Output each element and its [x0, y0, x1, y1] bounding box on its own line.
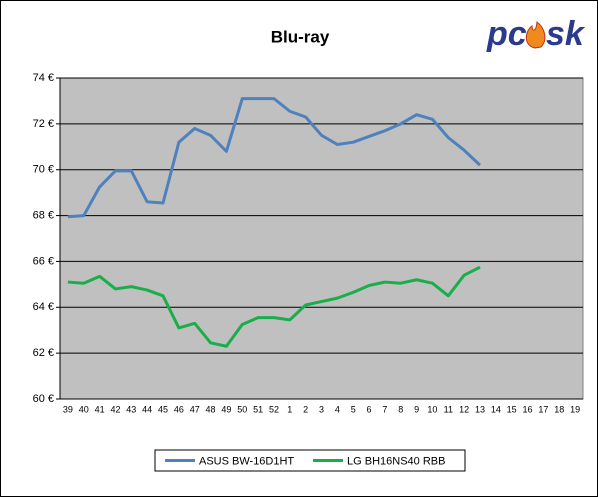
x-tick-label: 40 — [79, 404, 89, 414]
x-tick-label: 45 — [158, 404, 168, 414]
y-tick-label: 74 € — [33, 72, 54, 84]
y-tick-label: 60 € — [33, 393, 54, 405]
chart-title: Blu-ray — [271, 27, 330, 46]
x-tick-label: 44 — [142, 404, 152, 414]
x-tick-label: 2 — [303, 404, 308, 414]
x-tick-label: 10 — [427, 404, 437, 414]
legend-label: LG BH16NS40 RBB — [347, 455, 445, 467]
y-tick-label: 66 € — [33, 255, 54, 267]
x-tick-label: 17 — [538, 404, 548, 414]
x-tick-label: 11 — [444, 404, 453, 414]
plot-area — [59, 77, 584, 400]
series-line — [67, 265, 481, 348]
x-tick-label: 48 — [206, 404, 216, 414]
y-tick-label: 70 € — [33, 164, 54, 176]
x-tick-label: 16 — [523, 404, 533, 414]
x-tick-label: 19 — [570, 404, 580, 414]
x-tick-label: 4 — [335, 404, 340, 414]
logo: pc sk — [486, 15, 586, 53]
legend-label: ASUS BW-16D1HT — [199, 455, 294, 467]
x-tick-label: 7 — [382, 404, 387, 414]
x-tick-label: 5 — [351, 404, 356, 414]
x-tick-label: 51 — [253, 404, 263, 414]
x-tick-label: 47 — [190, 404, 200, 414]
x-tick-label: 41 — [95, 404, 105, 414]
logo-flame — [525, 21, 546, 49]
x-tick-label: 6 — [367, 404, 372, 414]
x-tick-label: 1 — [287, 404, 292, 414]
x-tick-label: 14 — [491, 404, 501, 414]
y-tick-label: 64 € — [33, 301, 54, 313]
y-tick-label: 62 € — [33, 347, 54, 359]
x-tick-label: 50 — [237, 404, 247, 414]
x-tick-label: 52 — [269, 404, 279, 414]
x-tick-label: 49 — [221, 404, 231, 414]
logo-text: pc — [486, 15, 527, 53]
x-tick-label: 39 — [63, 404, 73, 414]
x-tick-label: 46 — [174, 404, 184, 414]
x-tick-label: 43 — [126, 404, 136, 414]
x-tick-label: 12 — [459, 404, 469, 414]
x-tick-label: 18 — [554, 404, 564, 414]
x-tick-label: 15 — [507, 404, 517, 414]
x-tick-label: 13 — [475, 404, 485, 414]
x-tick-label: 42 — [110, 404, 120, 414]
logo-text: sk — [546, 15, 586, 53]
x-tick-label: 3 — [319, 404, 324, 414]
legend-box — [154, 449, 466, 472]
y-tick-label: 72 € — [33, 118, 54, 130]
y-tick-label: 68 € — [33, 209, 54, 221]
x-tick-label: 8 — [398, 404, 403, 414]
series-line — [67, 97, 482, 219]
x-tick-label: 9 — [414, 404, 419, 414]
